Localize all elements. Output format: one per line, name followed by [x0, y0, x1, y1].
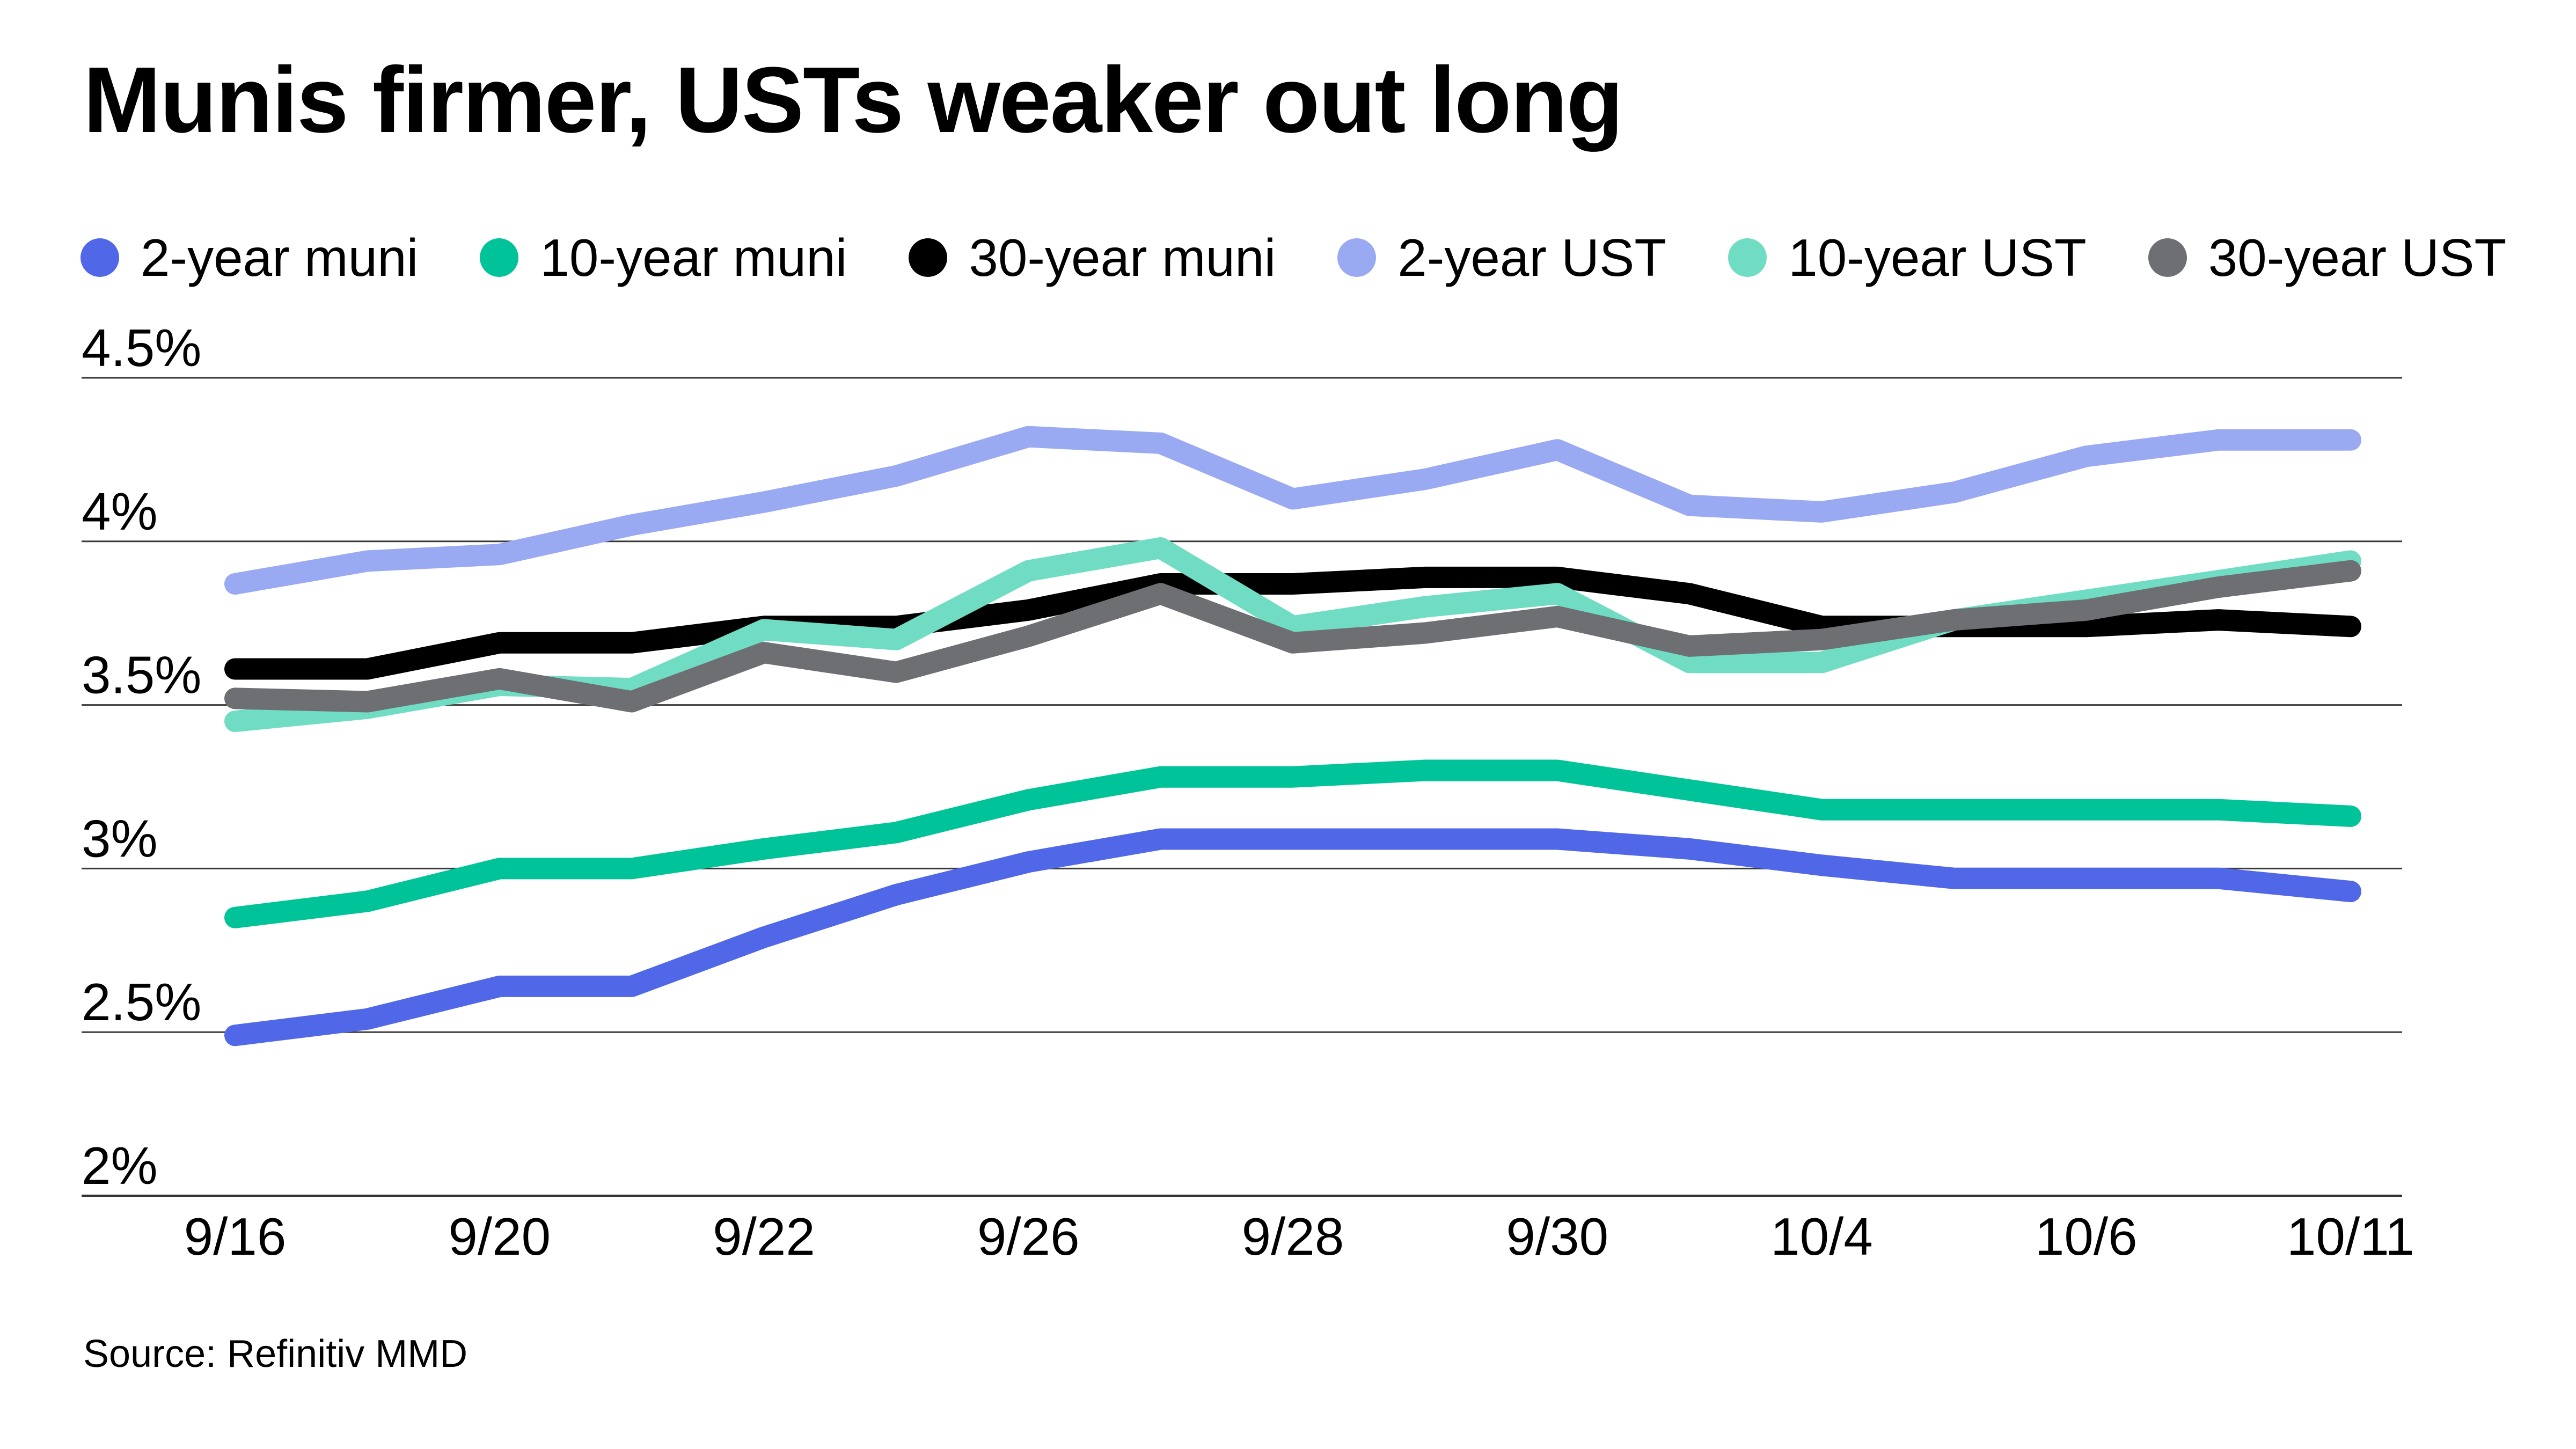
- x-axis-ticks: 9/16 9/20 9/22 9/26 9/28 9/30 10/4 10/6 10/11: [184, 1207, 2414, 1266]
- x-tick-label: 9/30: [1506, 1207, 1608, 1266]
- legend-label: 10-year UST: [1788, 228, 2087, 287]
- legend-label: 2-year muni: [141, 228, 419, 287]
- chart-legend: 2-year muni 10-year muni 30-year muni 2-yea…: [80, 223, 2506, 292]
- y-tick-label: 3.5%: [82, 646, 201, 705]
- y-tick-label: 4.5%: [82, 318, 201, 377]
- legend-swatch-icon: [909, 238, 948, 277]
- series-line: [224, 560, 2361, 713]
- legend-swatch-icon: [2148, 238, 2187, 277]
- series-lines: [224, 426, 2361, 1046]
- x-tick-label: 9/16: [184, 1207, 287, 1266]
- legend-swatch-icon: [1728, 238, 1767, 277]
- legend-label: 30-year UST: [2208, 228, 2507, 287]
- source-note: Source: Refinitiv MMD: [83, 1333, 468, 1375]
- legend-item: 2-year UST: [1337, 231, 1666, 284]
- series-line: [224, 828, 2361, 1046]
- x-tick-label: 9/20: [448, 1207, 551, 1266]
- x-tick-label: 9/26: [977, 1207, 1080, 1266]
- legend-item: 10-year UST: [1728, 231, 2087, 284]
- legend-item: 30-year UST: [2148, 228, 2507, 287]
- legend-label: 30-year muni: [969, 228, 1276, 287]
- legend-item: 30-year muni: [909, 231, 1276, 284]
- legend-label: 10-year muni: [540, 228, 847, 287]
- series-line: [224, 759, 2361, 928]
- legend-swatch-icon: [1337, 238, 1377, 277]
- legend-swatch-icon: [480, 238, 519, 277]
- x-tick-label: 10/11: [2287, 1207, 2414, 1266]
- legend-item: 10-year muni: [480, 231, 847, 284]
- y-tick-label: 3%: [82, 809, 158, 868]
- x-tick-label: 9/22: [713, 1207, 815, 1266]
- x-tick-label: 10/4: [1770, 1207, 1873, 1266]
- series-line: [224, 426, 2361, 595]
- legend-label: 2-year UST: [1397, 228, 1667, 287]
- y-tick-label: 2%: [82, 1136, 158, 1195]
- legend-item: 2-year muni: [80, 231, 418, 284]
- x-tick-label: 10/6: [2035, 1207, 2138, 1266]
- y-axis-ticks: 2% 2.5% 3% 3.5% 4% 4.5%: [82, 318, 201, 1195]
- chart-title: Munis firmer, USTs weaker out long: [83, 47, 1623, 152]
- y-tick-label: 2.5%: [82, 972, 201, 1031]
- legend-swatch-icon: [80, 238, 119, 277]
- y-tick-label: 4%: [82, 482, 158, 541]
- x-tick-label: 9/28: [1242, 1207, 1344, 1266]
